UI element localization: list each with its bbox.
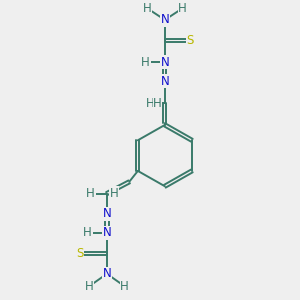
Text: H: H bbox=[85, 280, 93, 293]
Text: S: S bbox=[186, 34, 194, 47]
Text: N: N bbox=[160, 75, 169, 88]
Text: S: S bbox=[76, 247, 84, 260]
Text: H: H bbox=[83, 226, 92, 239]
Text: N: N bbox=[103, 267, 111, 280]
Text: N: N bbox=[160, 14, 169, 26]
Text: N: N bbox=[103, 226, 111, 239]
Text: H: H bbox=[146, 97, 154, 110]
Text: N: N bbox=[160, 56, 169, 69]
Text: H: H bbox=[143, 2, 152, 15]
Text: H: H bbox=[153, 97, 162, 110]
Text: N: N bbox=[103, 208, 111, 220]
Text: H: H bbox=[178, 2, 187, 15]
Text: H: H bbox=[110, 187, 118, 200]
Text: H: H bbox=[86, 187, 95, 200]
Text: H: H bbox=[141, 56, 150, 69]
Text: H: H bbox=[120, 280, 129, 293]
